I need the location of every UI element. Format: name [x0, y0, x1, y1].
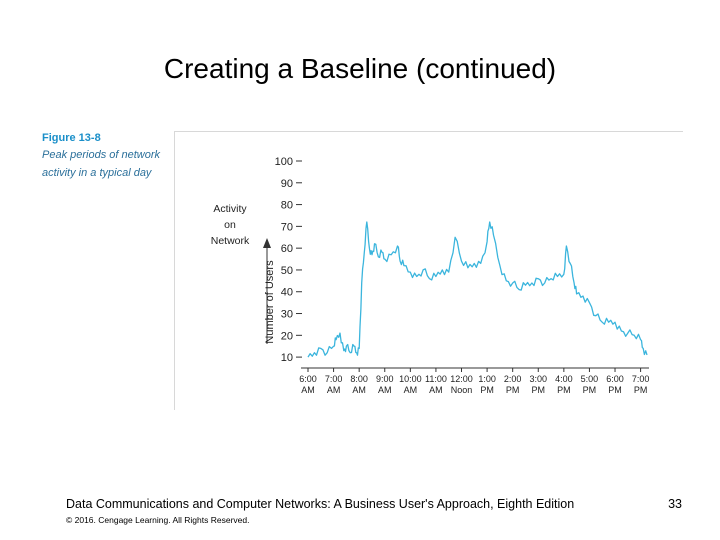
x-tick-label: PM — [583, 385, 597, 395]
x-tick-label: PM — [557, 385, 571, 395]
y-axis-arrow — [263, 238, 271, 344]
x-tick-label: 5:00 — [581, 374, 599, 384]
x-tick-label: AM — [378, 385, 392, 395]
y-tick-label: 80 — [281, 200, 293, 212]
x-tick-label: AM — [429, 385, 443, 395]
network-activity-chart: Activity on Network Number of Users 10 20 30… — [211, 156, 650, 395]
y-tick-label: 30 — [281, 309, 293, 321]
side-label-line: Network — [211, 235, 250, 247]
x-tick-label: PM — [506, 385, 520, 395]
y-tick-label: 20 — [281, 330, 293, 342]
x-tick-label: 7:00 — [325, 374, 343, 384]
x-tick-label: AM — [352, 385, 366, 395]
page-number: 33 — [668, 497, 682, 511]
x-tick-label: AM — [327, 385, 341, 395]
y-tick-label: 40 — [281, 287, 293, 299]
chart-panel: Activity on Network Number of Users 10 20 30… — [174, 131, 683, 410]
side-label-line: Activity — [213, 203, 247, 215]
figure-description: Peak periods of network activity in a ty… — [42, 149, 161, 179]
x-tick-label: PM — [634, 385, 648, 395]
copyright-notice: © 2016. Cengage Learning. All Rights Res… — [66, 515, 250, 525]
x-tick-label: 6:00 — [299, 374, 317, 384]
y-tick-label: 50 — [281, 265, 293, 277]
figure-caption: Figure 13-8 Peak periods of network acti… — [42, 130, 172, 182]
x-tick-label: PM — [532, 385, 546, 395]
slide-title: Creating a Baseline (continued) — [163, 53, 557, 84]
x-tick-label: 1:00 — [478, 374, 496, 384]
x-tick-label: 10:00 — [399, 374, 422, 384]
x-tick-label: 2:00 — [504, 374, 522, 384]
y-tick-label: 90 — [281, 178, 293, 190]
x-tick-label: PM — [608, 385, 622, 395]
x-tick-label: 9:00 — [376, 374, 394, 384]
x-tick-label: Noon — [451, 385, 473, 395]
figure-number: Figure 13-8 — [42, 132, 101, 144]
y-tick-label: 10 — [281, 352, 293, 364]
y-tick-label: 60 — [281, 243, 293, 255]
y-axis-label: Number of Users — [264, 260, 276, 344]
y-tick-label: 70 — [281, 221, 293, 233]
x-tick-label: 12:00 — [450, 374, 473, 384]
activity-on-network-label: Activity on Network — [211, 203, 250, 247]
x-tick-label: AM — [404, 385, 418, 395]
x-tick-label: 11:00 — [425, 374, 447, 384]
x-tick-label: AM — [301, 385, 315, 395]
x-tick-label: 6:00 — [606, 374, 624, 384]
side-label-line: on — [224, 219, 236, 231]
y-tick-label: 100 — [275, 156, 293, 168]
series-line-activity — [307, 221, 648, 358]
x-tick-label: 3:00 — [529, 374, 547, 384]
x-tick-label: PM — [480, 385, 494, 395]
x-tick-label: 4:00 — [555, 374, 573, 384]
footer-source: Data Communications and Computer Network… — [66, 497, 575, 511]
x-tick-label: 7:00 — [632, 374, 650, 384]
x-tick-label: 8:00 — [350, 374, 368, 384]
